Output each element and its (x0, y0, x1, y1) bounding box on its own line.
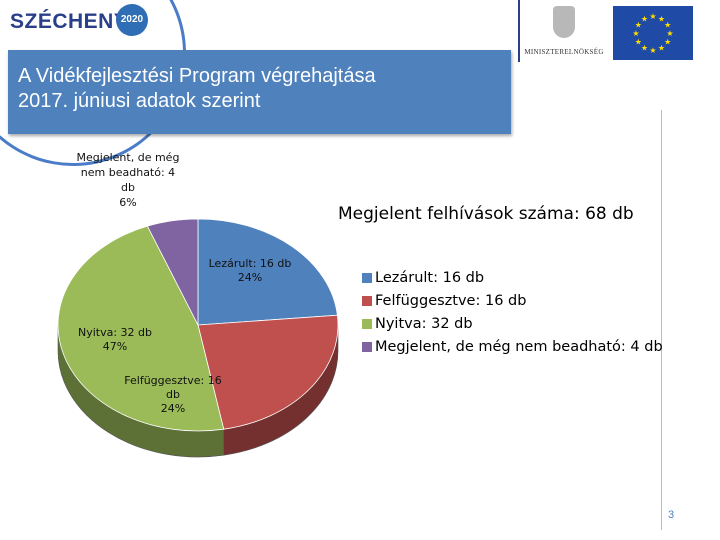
data-label-lezarult: Lezárult: 16 db 24% (200, 257, 300, 285)
szechenyi-logo: SZÉCHENYI 2020 (6, 2, 148, 40)
eu-star-icon: ★ (641, 14, 648, 23)
legend-swatch (362, 318, 372, 329)
eu-star-icon: ★ (666, 29, 673, 38)
chart-legend: Lezárult: 16 db Felfüggesztve: 16 db Nyi… (362, 266, 663, 358)
data-label-text: db (166, 388, 180, 401)
legend-label: Felfüggesztve: 16 db (375, 292, 527, 309)
data-label-text: Felfüggesztve: 16 (124, 374, 222, 387)
eu-star-icon: ★ (664, 38, 671, 47)
logo-badge: 2020 (116, 4, 148, 36)
legend-label: Megjelent, de még nem beadható: 4 db (375, 338, 663, 355)
right-divider (661, 110, 662, 530)
header-divider (518, 0, 520, 62)
data-label-nyitva: Nyitva: 32 db 47% (60, 326, 170, 354)
pie-slice-lezarult (197, 218, 338, 326)
data-label-text: nem beadható: 4 (80, 166, 176, 179)
data-label-percent: 47% (102, 340, 128, 353)
title-line-1: A Vidékfejlesztési Program végrehajtása (18, 65, 376, 87)
ministry-name: MINISZTERELNÖKSÉG (524, 48, 604, 56)
eu-star-icon: ★ (632, 29, 639, 38)
legend-swatch (362, 341, 372, 352)
data-label-text: Megjelent, de még (76, 151, 180, 164)
eu-star-icon: ★ (635, 21, 642, 30)
pie-slice-megjelent (146, 218, 199, 326)
eu-star-icon: ★ (641, 44, 648, 53)
legend-label: Nyitva: 32 db (375, 315, 473, 332)
legend-item-lezarult: Lezárult: 16 db (362, 266, 663, 289)
title-box: A Vidékfejlesztési Program végrehajtása … (8, 50, 511, 134)
chart-title: Megjelent felhívások száma: 68 db (338, 204, 634, 224)
data-label-megjelent: Megjelent, de még nem beadható: 4 db 6% (68, 150, 188, 210)
title-line-2: 2017. júniusi adatok szerint (18, 90, 261, 112)
legend-item-nyitva: Nyitva: 32 db (362, 312, 663, 335)
legend-item-felfuggesztve: Felfüggesztve: 16 db (362, 289, 663, 312)
legend-swatch (362, 272, 372, 283)
legend-label: Lezárult: 16 db (375, 269, 485, 286)
data-label-percent: 24% (237, 271, 263, 284)
legend-item-megjelent: Megjelent, de még nem beadható: 4 db (362, 335, 663, 358)
eu-star-icon: ★ (658, 44, 665, 53)
hungarian-crest-icon (553, 6, 575, 38)
logo-text: SZÉCHENYI (10, 10, 135, 33)
data-label-text: db (121, 181, 135, 194)
eu-star-icon: ★ (664, 21, 671, 30)
pie-slice-felfuggesztve (197, 314, 339, 430)
eu-star-icon: ★ (635, 38, 642, 47)
legend-swatch (362, 295, 372, 306)
data-label-text: Nyitva: 32 db (77, 326, 153, 339)
eu-flag-icon: ★ ★ ★ ★ ★ ★ ★ ★ ★ ★ ★ ★ (613, 6, 693, 60)
eu-star-icon: ★ (658, 14, 665, 23)
data-label-percent: 24% (160, 402, 186, 415)
page-number: 3 (668, 509, 675, 521)
eu-star-icon: ★ (649, 46, 656, 55)
data-label-percent: 6% (119, 196, 137, 209)
data-label-text: Lezárult: 16 db (208, 257, 292, 270)
pie-slice-nyitva (57, 225, 225, 432)
ministry-logo: MINISZTERELNÖKSÉG (524, 6, 604, 62)
data-label-felfuggesztve: Felfüggesztve: 16 db 24% (118, 374, 228, 416)
eu-star-icon: ★ (649, 12, 656, 21)
page-title: A Vidékfejlesztési Program végrehajtása … (18, 64, 376, 114)
